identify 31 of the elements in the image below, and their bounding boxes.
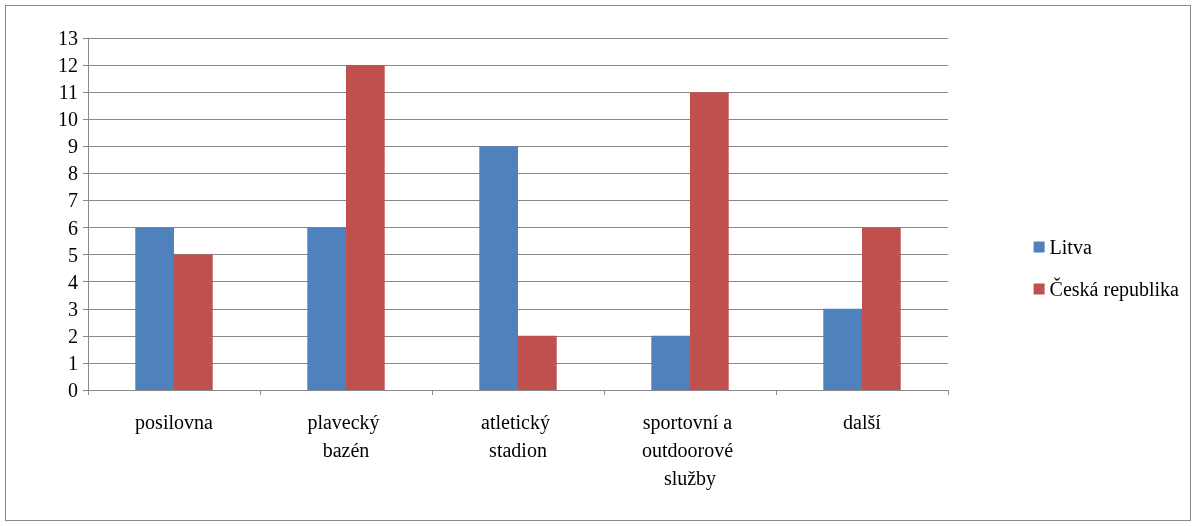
bar <box>174 254 213 390</box>
y-tick-label: 7 <box>68 189 78 212</box>
y-tick-label: 13 <box>58 27 78 49</box>
y-tick-label: 3 <box>68 297 78 320</box>
bar <box>346 65 385 390</box>
bar <box>823 308 862 390</box>
x-tick-label: další <box>843 411 882 433</box>
x-tick-label: posilovna <box>135 411 214 434</box>
legend-label: Litva <box>1049 236 1092 258</box>
y-tick-label: 1 <box>68 351 78 374</box>
y-tick-label: 2 <box>68 324 78 347</box>
bar <box>518 335 557 390</box>
x-tick-label: sportovní a outdoorové služby <box>641 411 739 490</box>
legend-label: Česká republika <box>1049 277 1180 301</box>
bar <box>651 335 690 390</box>
bar <box>479 146 518 390</box>
y-tick-label: 10 <box>58 108 78 131</box>
y-tick-label: 0 <box>68 379 78 401</box>
bar <box>690 92 729 390</box>
y-tick-label: 8 <box>68 162 78 185</box>
y-tick-label: 11 <box>58 81 78 104</box>
y-tick-label: 6 <box>68 216 78 239</box>
x-tick-label: plavecký bazén <box>307 411 385 461</box>
y-tick-label: 9 <box>68 135 78 158</box>
y-tick-label: 4 <box>68 270 78 293</box>
x-tick-label: atletický stadion <box>481 411 555 461</box>
y-tick-label: 12 <box>58 54 78 77</box>
bar <box>135 227 174 390</box>
y-tick-label: 5 <box>68 243 78 266</box>
bar <box>862 227 901 390</box>
bar <box>307 227 346 390</box>
